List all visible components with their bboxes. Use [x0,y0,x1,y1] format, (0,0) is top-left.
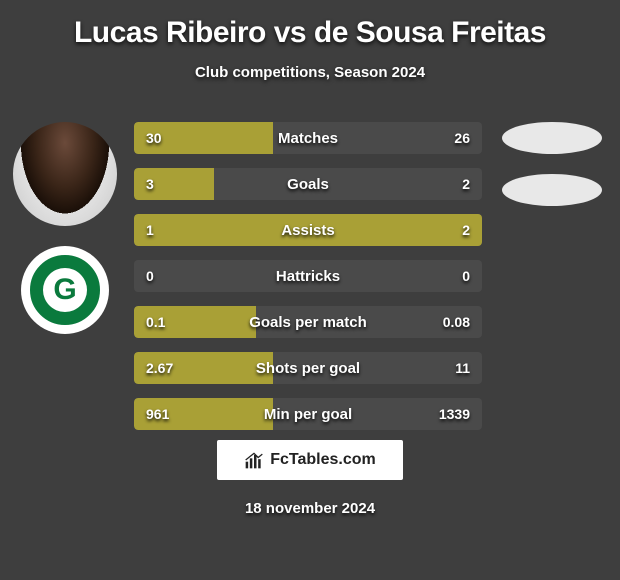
stat-row: 0 0Hattricks [134,260,482,292]
stat-bar-left [134,214,482,246]
stat-row: 32Goals [134,168,482,200]
stat-right-value: 26 [454,122,470,154]
club-badge-letter: G [43,268,87,312]
source-logo: FcTables.com [217,440,403,480]
stat-right-value: 2 [462,168,470,200]
source-logo-text: FcTables.com [270,451,376,469]
stat-right-value: 0.08 [443,306,470,338]
infographic-container: Lucas Ribeiro vs de Sousa Freitas Club c… [0,0,620,580]
stat-left-value: 3 [146,168,154,200]
stat-right-value: 1339 [439,398,470,430]
player-avatar [13,122,117,226]
page-subtitle: Club competitions, Season 2024 [0,64,620,81]
left-avatars-column: G [10,122,120,354]
stat-right-value: 0 [462,260,470,292]
chart-icon [244,450,264,470]
stat-row: 9611339Min per goal [134,398,482,430]
stat-left-value: 1 [146,214,154,246]
stat-left-value: 30 [146,122,162,154]
stat-left-value: 0.1 [146,306,165,338]
infographic-date: 18 november 2024 [0,500,620,517]
stat-right-value: 11 [455,352,470,384]
opponent-avatar-placeholder [502,122,602,154]
stat-row: 2.6711Shots per goal [134,352,482,384]
stat-row: 3026Matches [134,122,482,154]
stat-row: 0.10.08Goals per match [134,306,482,338]
club-badge-ring: G [30,255,100,325]
stat-label: Hattricks [134,260,482,292]
stat-left-value: 961 [146,398,169,430]
stat-left-value: 0 [146,260,154,292]
stat-left-value: 2.67 [146,352,173,384]
opponent-badge-placeholder [502,174,602,206]
stats-table: 3026Matches32Goals12Assists00Hattricks0.… [134,122,482,444]
right-avatars-column [502,122,602,226]
club-badge: G [21,246,109,334]
stat-row: 12Assists [134,214,482,246]
page-title: Lucas Ribeiro vs de Sousa Freitas [0,16,620,50]
stat-right-value: 2 [462,214,470,246]
